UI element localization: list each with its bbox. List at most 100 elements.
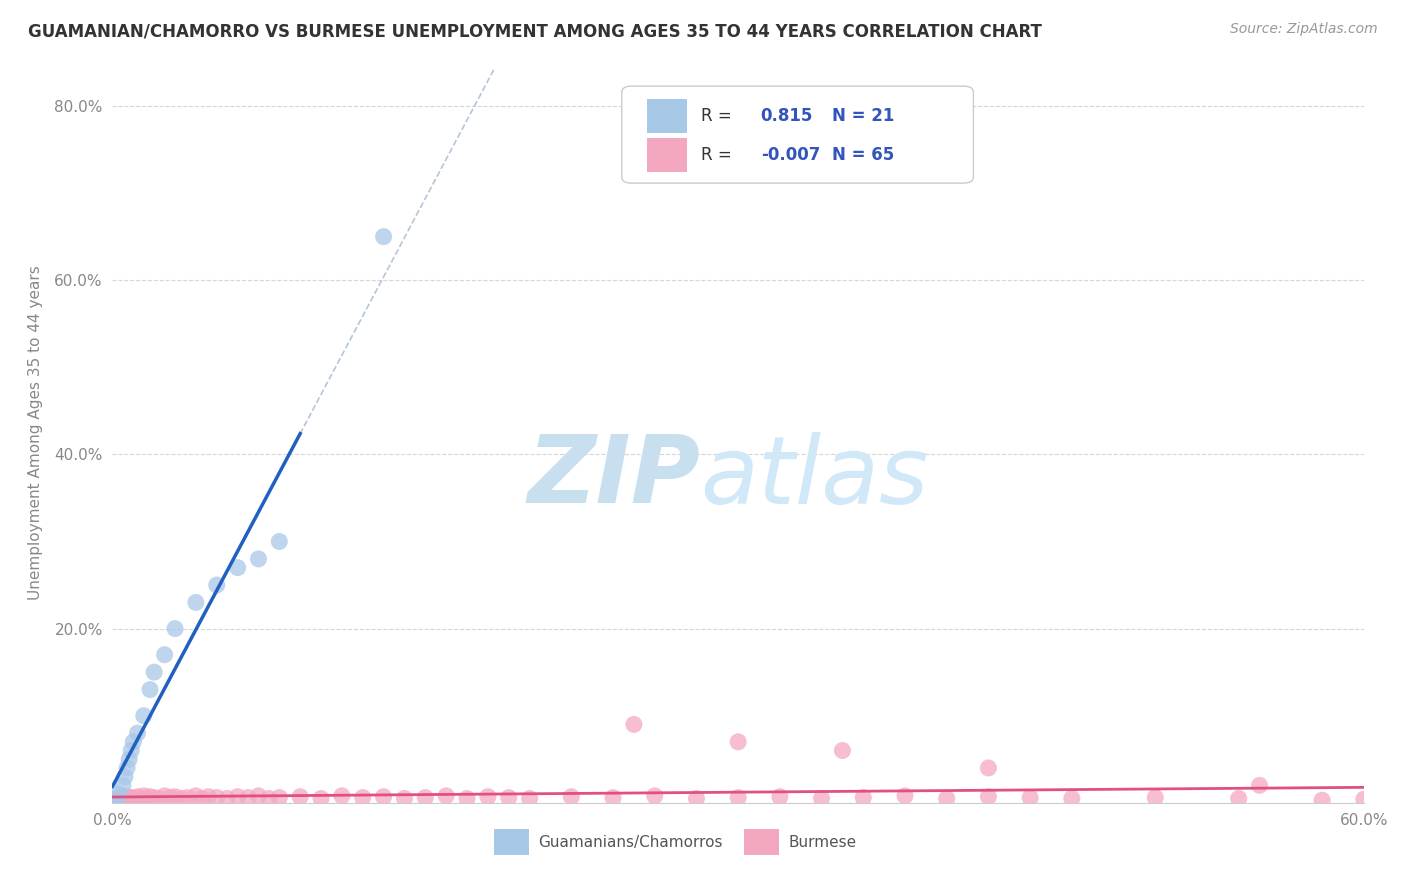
Point	[163, 622, 186, 636]
Point	[217, 791, 239, 805]
Point	[111, 790, 134, 805]
Point	[247, 552, 270, 566]
Point	[153, 648, 176, 662]
Point	[148, 791, 170, 805]
Point	[1353, 792, 1375, 806]
FancyBboxPatch shape	[494, 829, 529, 855]
Point	[977, 789, 1000, 804]
FancyBboxPatch shape	[744, 829, 779, 855]
Point	[1060, 791, 1083, 805]
Point	[143, 790, 166, 805]
Point	[373, 229, 395, 244]
Text: R =: R =	[700, 145, 737, 164]
Point	[132, 789, 155, 803]
Point	[236, 790, 259, 805]
Point	[176, 790, 198, 805]
Point	[128, 790, 150, 805]
Text: Guamanians/Chamorros: Guamanians/Chamorros	[538, 835, 723, 849]
Point	[623, 717, 645, 731]
Text: R =: R =	[700, 107, 737, 125]
Point	[114, 791, 136, 805]
Point	[205, 578, 228, 592]
Point	[602, 790, 624, 805]
Point	[290, 789, 312, 804]
Point	[226, 560, 249, 574]
Text: ZIP: ZIP	[527, 431, 700, 523]
Point	[105, 791, 128, 805]
Point	[434, 789, 457, 803]
Text: -0.007: -0.007	[761, 145, 820, 164]
Point	[769, 789, 792, 804]
Point	[132, 708, 155, 723]
Text: atlas: atlas	[700, 432, 929, 523]
Point	[352, 790, 374, 805]
Point	[114, 770, 136, 784]
Point	[107, 792, 129, 806]
FancyBboxPatch shape	[647, 137, 688, 172]
Point	[127, 789, 149, 804]
Point	[1227, 791, 1250, 805]
Point	[111, 778, 134, 792]
Point	[935, 791, 957, 805]
Text: N = 21: N = 21	[832, 107, 894, 125]
Point	[269, 790, 291, 805]
Point	[394, 791, 416, 805]
Point	[120, 743, 142, 757]
FancyBboxPatch shape	[621, 87, 973, 183]
Point	[139, 682, 162, 697]
Point	[163, 789, 186, 804]
Point	[977, 761, 1000, 775]
Text: Burmese: Burmese	[789, 835, 856, 849]
Point	[309, 791, 332, 805]
Text: Source: ZipAtlas.com: Source: ZipAtlas.com	[1230, 22, 1378, 37]
Point	[560, 789, 582, 804]
FancyBboxPatch shape	[647, 99, 688, 133]
Point	[257, 791, 280, 805]
Point	[727, 790, 749, 805]
Point	[831, 743, 853, 757]
Point	[727, 735, 749, 749]
Point	[197, 789, 219, 804]
Point	[105, 791, 128, 805]
Point	[115, 761, 138, 775]
Point	[115, 789, 138, 804]
Point	[139, 789, 162, 804]
Point	[1144, 790, 1167, 805]
Point	[135, 791, 157, 805]
Point	[170, 791, 193, 805]
Point	[810, 791, 832, 805]
Point	[330, 789, 353, 803]
Point	[101, 793, 124, 807]
Point	[894, 789, 917, 803]
Point	[160, 790, 183, 805]
Point	[456, 791, 478, 805]
Point	[477, 789, 499, 804]
Point	[247, 789, 270, 803]
Point	[1249, 778, 1271, 792]
Point	[498, 790, 520, 805]
Point	[1310, 793, 1333, 807]
Point	[852, 790, 875, 805]
Point	[373, 789, 395, 804]
Point	[118, 792, 141, 806]
Point	[226, 789, 249, 804]
Text: 0.815: 0.815	[761, 107, 813, 125]
Point	[191, 791, 214, 805]
Point	[127, 726, 149, 740]
Point	[184, 595, 207, 609]
Text: GUAMANIAN/CHAMORRO VS BURMESE UNEMPLOYMENT AMONG AGES 35 TO 44 YEARS CORRELATION: GUAMANIAN/CHAMORRO VS BURMESE UNEMPLOYME…	[28, 22, 1042, 40]
Y-axis label: Unemployment Among Ages 35 to 44 years: Unemployment Among Ages 35 to 44 years	[28, 265, 44, 600]
Point	[644, 789, 666, 803]
Point	[101, 796, 124, 810]
Point	[122, 735, 145, 749]
Point	[120, 790, 142, 805]
Point	[205, 790, 228, 805]
Point	[122, 791, 145, 805]
Text: N = 65: N = 65	[832, 145, 894, 164]
Point	[153, 789, 176, 803]
Point	[118, 752, 141, 766]
Point	[184, 789, 207, 803]
Point	[1019, 790, 1042, 805]
Point	[107, 787, 129, 801]
Point	[143, 665, 166, 680]
